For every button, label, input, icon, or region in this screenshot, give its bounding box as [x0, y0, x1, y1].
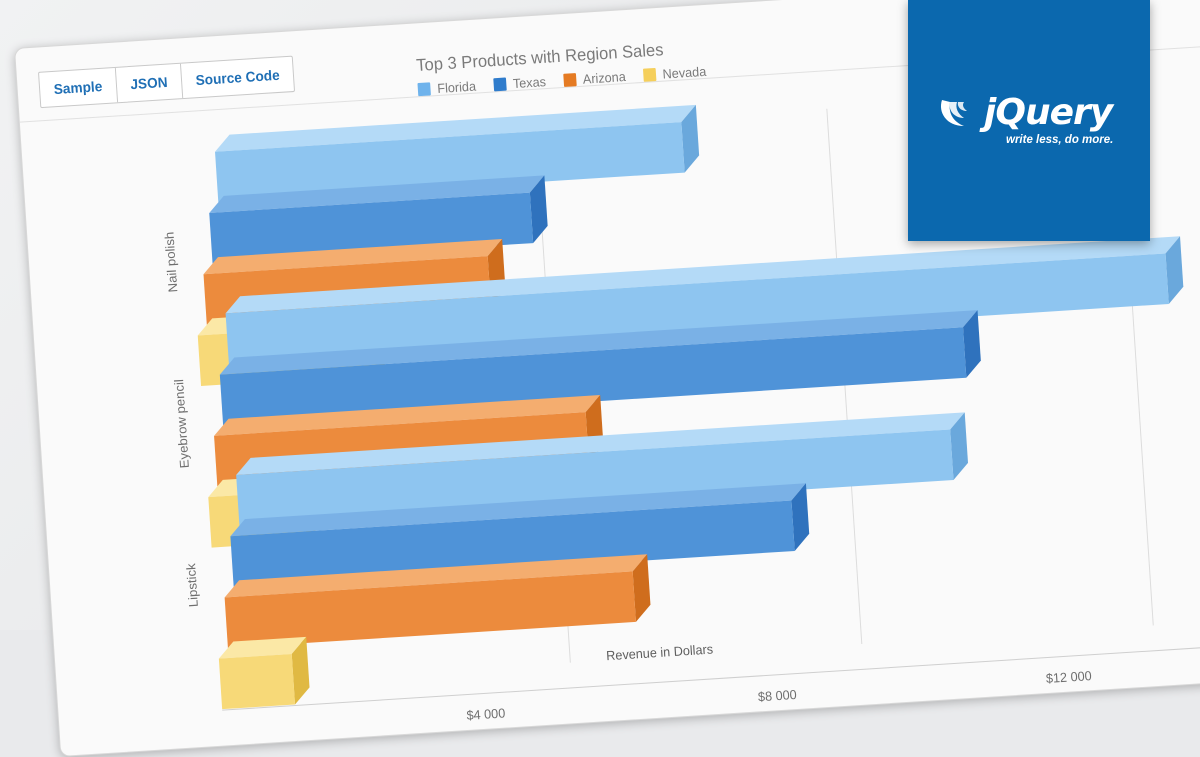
bar-eyebrow-pencil-florida-side [1165, 236, 1184, 304]
bar-lipstick-arizona [224, 571, 636, 648]
bar-eyebrow-pencil-florida [225, 253, 1169, 364]
bar-lipstick-arizona-top [224, 554, 648, 598]
x-axis-title: Revenue in Dollars [606, 641, 714, 663]
bar-eyebrow-pencil-texas [219, 327, 967, 426]
bar-nail-polish-arizona-top [203, 238, 503, 275]
bar-lipstick-texas-side [791, 483, 810, 551]
bar-lipstick-arizona-side [632, 554, 651, 622]
category-label-2: Lipstick [183, 562, 201, 607]
jquery-wordmark: jQuery [984, 92, 1113, 133]
tick-label-2: $12 000 [1045, 668, 1092, 686]
chart-card-wrapper: Sample JSON Source Code Top 3 Products w… [14, 0, 1200, 757]
bar-lipstick-nevada [218, 654, 296, 710]
category-label-0: Nail polish [162, 231, 181, 292]
bar-eyebrow-pencil-texas-side [963, 310, 981, 378]
bar-nail-polish-texas-side [529, 175, 548, 244]
bar-nail-polish-florida-side [681, 104, 700, 173]
bar-lipstick-texas [230, 500, 795, 587]
bar-lipstick-texas-top [230, 483, 806, 537]
tick-label-0: $4 000 [466, 705, 506, 723]
bar-chart-3d: Nail polish Eyebrow pencil Lipstick $4 000 $… [162, 90, 1200, 723]
bar-lipstick-florida [236, 429, 954, 526]
jquery-logo-panel: jQuery write less, do more. [908, 0, 1150, 241]
jquery-tagline: write less, do more. [1006, 134, 1114, 146]
bar-nail-polish-florida-top [215, 104, 696, 152]
category-label-1: Eyebrow pencil [171, 379, 191, 469]
bar-nail-polish-texas-top [209, 175, 545, 214]
jquery-swirl-icon [940, 100, 967, 126]
bar-lipstick-florida-side [950, 412, 969, 480]
bar-eyebrow-pencil-florida-top [225, 236, 1181, 314]
bar-eyebrow-pencil-texas-top [219, 310, 978, 375]
tick-label-1: $8 000 [758, 687, 798, 705]
bar-nail-polish-florida [215, 122, 685, 203]
bar-lipstick-florida-top [236, 412, 965, 476]
bar-eyebrow-pencil-arizona-top [214, 394, 601, 436]
chart-card: Sample JSON Source Code Top 3 Products w… [14, 0, 1200, 757]
